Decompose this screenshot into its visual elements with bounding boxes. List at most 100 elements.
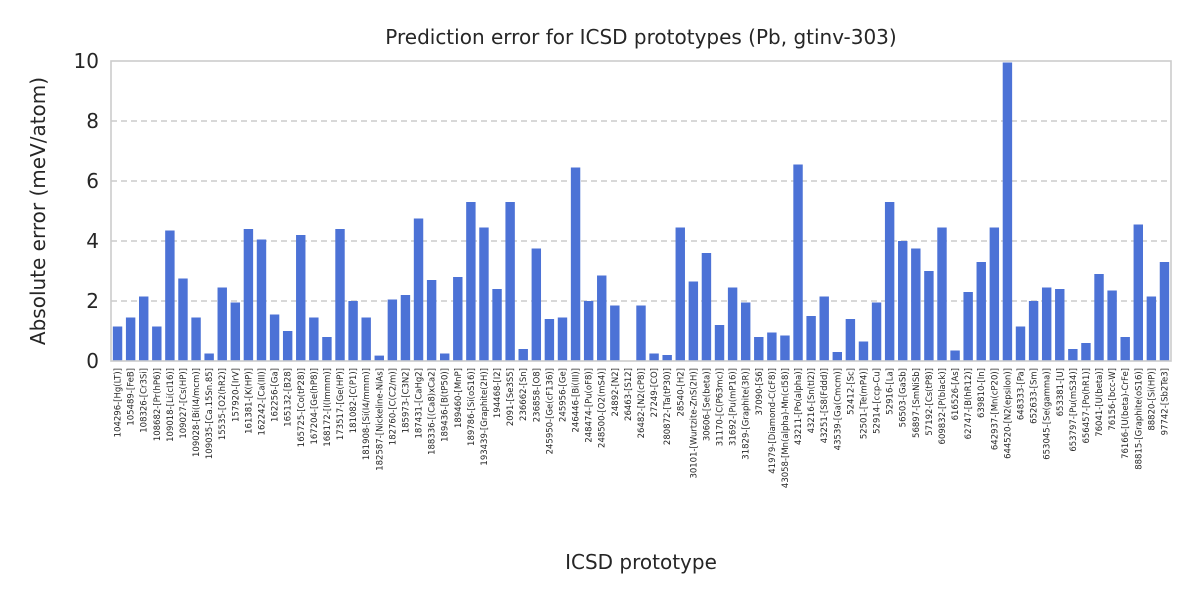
x-tick-label: 236858-[O8] — [532, 368, 542, 422]
bar — [230, 302, 241, 361]
x-tick-label: 31692-[Pu(mP16)] — [729, 368, 739, 446]
bar — [871, 302, 882, 361]
x-tick-label: 187431-[CaHg2] — [415, 368, 425, 439]
bar — [1002, 62, 1013, 361]
bar — [924, 271, 934, 361]
x-tick-label: 62747-[B(hR12)] — [964, 368, 974, 439]
x-tick-label: 181908-[Si(I4/mmm)] — [362, 368, 372, 460]
x-tick-label: 167204-[Ge(hP8)] — [310, 368, 320, 445]
x-tick-label: 161381-[K(HP)] — [244, 368, 254, 434]
x-axis-label: ICSD prototype — [565, 550, 717, 574]
x-tick-label: 24892-[N2] — [611, 368, 621, 417]
bar — [335, 229, 345, 361]
chart-title: Prediction error for ICSD prototypes (Pb… — [385, 25, 896, 49]
bar — [125, 317, 136, 361]
x-tick-label: 76041-[U(beta)] — [1095, 368, 1105, 437]
x-tick-label: 245950-[Ge(cF136)] — [545, 368, 555, 454]
x-tick-label: 56897-[SmNiSb] — [912, 368, 922, 438]
bars — [112, 62, 1170, 361]
bar — [348, 301, 358, 361]
bar — [832, 352, 843, 361]
bar — [688, 281, 699, 361]
x-tick-label: 181082-[C(P1)] — [349, 368, 359, 433]
x-tick-label: 168172-[I(Immm)] — [323, 368, 333, 447]
bar — [139, 296, 149, 361]
bar — [950, 350, 960, 361]
x-tick-label: 15535-[O2(hR2)] — [218, 368, 228, 440]
x-tick-label: 189786-[Si(oS16)] — [467, 368, 477, 446]
x-tick-label: 109027-[Cs(HP)] — [179, 368, 189, 439]
x-tick-label: 43058-[Mn(alpha)-Mn(cI58)] — [781, 368, 791, 488]
y-tick-labels: 0 2 4 6 8 10 — [74, 49, 99, 373]
x-tick-label: 616526-[As] — [951, 368, 961, 420]
bar — [439, 353, 450, 361]
bar — [374, 355, 384, 361]
bar — [845, 319, 856, 361]
x-tick-label: 52501-[Te(mP4)] — [859, 368, 869, 439]
x-tick-label: 56503-[GaSb] — [899, 368, 909, 427]
bar — [1081, 343, 1091, 361]
x-tick-label: 653045-[Se(gamma)] — [1043, 368, 1053, 460]
bar — [112, 326, 123, 361]
plot-frame — [110, 60, 1172, 362]
y-tick-label: 0 — [86, 349, 99, 373]
bar — [361, 317, 371, 361]
x-tick-label: 648333-[Pa] — [1017, 368, 1027, 420]
x-tick-label: 43211-[Po(alpha)] — [794, 368, 804, 445]
x-tick-label: 109035-[Ca.15Sn.85] — [205, 368, 215, 459]
bar — [898, 241, 908, 361]
y-tick-label: 6 — [86, 169, 99, 193]
x-tick-label: 162256-[Ga] — [271, 368, 281, 422]
bar — [675, 227, 685, 361]
x-tick-label: 185973-[C3N2] — [401, 368, 411, 433]
x-tick-label: 28540-[H2] — [676, 368, 686, 417]
x-tick-label: 248474-[Pu(oF8)] — [585, 368, 595, 443]
x-tick-label: 30606-[Se(beta)] — [702, 368, 712, 441]
bar — [714, 325, 725, 361]
x-tick-label: 27249-[CO] — [650, 368, 660, 417]
bar — [570, 167, 581, 361]
x-tick-label: 52412-[Sc] — [846, 368, 856, 415]
x-tick-label: 43216-[Sn(tI2)] — [807, 368, 817, 433]
bar — [518, 349, 528, 361]
bar — [296, 235, 306, 361]
x-tick-label: 109028-[Bi(I4/mcm)] — [192, 368, 202, 457]
x-tick-label: 26463-[S12] — [624, 368, 634, 421]
x-tick-label: 245956-[Ge] — [558, 368, 568, 422]
bar — [1015, 326, 1026, 361]
bar — [963, 292, 973, 361]
x-tick-label: 31829-[Graphite(3R)] — [742, 368, 752, 460]
x-tick-label: 236662-[Sn] — [519, 368, 529, 421]
bar — [806, 316, 816, 361]
x-tick-label: 188336-[(Ca8)xCa2] — [428, 368, 438, 455]
bar — [269, 314, 280, 361]
x-tick-label: 189460-[MnP] — [454, 368, 464, 428]
bar — [793, 164, 803, 361]
bar — [282, 331, 293, 361]
bar — [1120, 337, 1130, 361]
x-tick-label: 109018-[Li(cI16)] — [166, 368, 176, 442]
bar — [544, 319, 555, 361]
bar — [662, 355, 672, 361]
y-axis-label: Absolute error (meV/atom) — [26, 77, 50, 345]
bar — [1041, 287, 1052, 361]
bar — [466, 202, 476, 361]
bar — [976, 262, 986, 361]
x-tick-label: 104296-[Hg(LT)] — [114, 368, 124, 437]
bar — [191, 317, 201, 361]
bar — [1146, 296, 1157, 361]
bar — [1055, 289, 1065, 361]
x-tick-label: 609832-[P(black)] — [938, 368, 948, 444]
bar — [1159, 262, 1170, 361]
x-tick-label: 639810-[In] — [977, 368, 987, 418]
bar — [165, 230, 175, 361]
bar — [911, 248, 921, 361]
bar — [597, 275, 607, 361]
bar — [937, 227, 947, 361]
x-tick-label: 76156-[bcc-W] — [1108, 368, 1118, 431]
bar — [453, 277, 463, 361]
x-tick-label: 653381-[U] — [1056, 368, 1066, 416]
bar — [989, 227, 1000, 361]
bar — [204, 353, 214, 361]
bar — [1133, 224, 1143, 361]
